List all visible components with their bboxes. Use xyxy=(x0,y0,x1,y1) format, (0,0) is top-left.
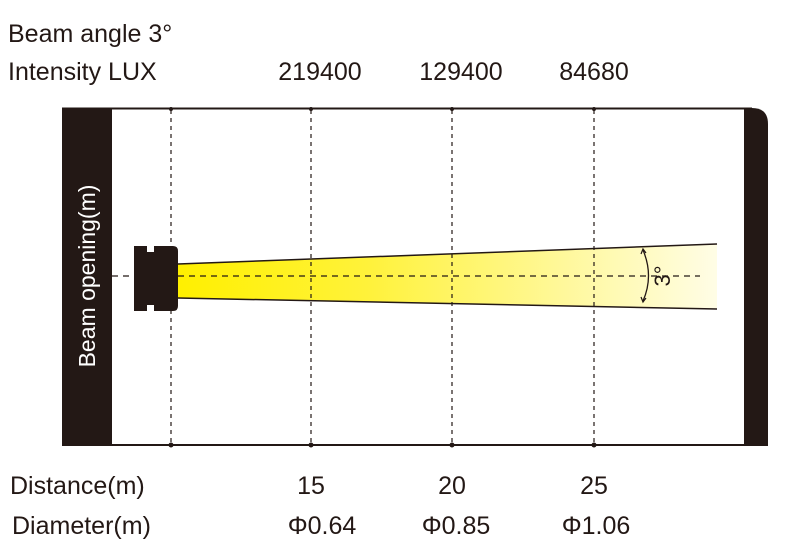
left-axis-bar xyxy=(62,108,112,446)
diameter-value-15m: Φ0.64 xyxy=(288,512,357,540)
intensity-value-25m: 84680 xyxy=(559,58,629,86)
distance-label: Distance(m) xyxy=(10,472,145,500)
guide-20m xyxy=(449,107,455,448)
intensity-value-15m: 219400 xyxy=(278,58,361,86)
intensity-value-20m: 129400 xyxy=(419,58,502,86)
distance-value-15: 15 xyxy=(297,472,325,500)
beam-opening-axis-label: Beam opening(m) xyxy=(74,185,100,368)
beam-angle-indicator xyxy=(640,247,650,304)
right-wall-bar xyxy=(744,108,768,446)
diameter-label: Diameter(m) xyxy=(12,512,151,540)
intensity-label: Intensity LUX xyxy=(8,58,157,86)
distance-value-20: 20 xyxy=(438,472,466,500)
distance-guides xyxy=(168,107,597,448)
guide-lamp xyxy=(168,107,174,448)
diameter-value-25m: Φ1.06 xyxy=(562,512,631,540)
lamp-fixture-icon xyxy=(134,246,178,311)
distance-value-25: 25 xyxy=(580,472,608,500)
beam-angle-title: Beam angle 3° xyxy=(8,20,172,48)
diagram-frame xyxy=(62,107,768,446)
guide-15m xyxy=(308,107,314,448)
beam-angle-label: 3° xyxy=(650,265,675,286)
guide-25m xyxy=(591,107,597,448)
diameter-value-20m: Φ0.85 xyxy=(422,512,491,540)
